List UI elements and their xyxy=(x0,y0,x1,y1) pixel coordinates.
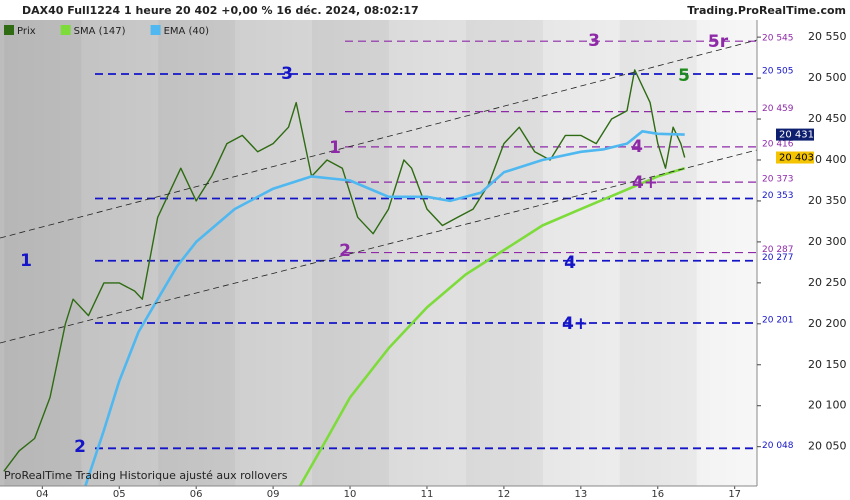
wave-label: 1 xyxy=(20,251,32,271)
x-tick-label: 12 xyxy=(498,489,511,500)
level-label: 20 545 xyxy=(762,34,794,44)
price-tag-label: 20 431 xyxy=(779,130,814,141)
overlay: 1 2 3 1 2 3 4 4+ 5r 5 4 4+ xyxy=(20,31,729,457)
source: Trading.ProRealTime.com xyxy=(687,4,846,17)
x-tick-label: 17 xyxy=(728,489,741,500)
footer: ProRealTime Trading Historique ajusté au… xyxy=(4,469,288,482)
wave-label: 3 xyxy=(588,31,600,51)
trendline xyxy=(0,39,758,239)
legend-entry: EMA (40) xyxy=(164,26,210,37)
y-tick-label: 20 450 xyxy=(808,112,847,125)
level-label: 20 505 xyxy=(762,66,794,76)
y-tick-label: 20 050 xyxy=(808,440,847,453)
y-tick-label: 20 500 xyxy=(808,71,847,84)
wave-label: 4 xyxy=(631,137,643,157)
wave-label: 5r xyxy=(708,32,729,52)
level-label: 20 048 xyxy=(762,441,794,451)
level-label: 20 201 xyxy=(762,315,794,325)
price-tag xyxy=(776,128,814,141)
wave-label: 2 xyxy=(74,437,86,457)
legend-swatch xyxy=(4,25,14,35)
legend-swatch xyxy=(60,25,71,35)
level-label: 20 277 xyxy=(762,253,794,263)
y-tick-label: 20 350 xyxy=(808,194,847,207)
plot-area xyxy=(3,0,757,487)
trendline xyxy=(0,149,758,344)
y-tick-label: 20 150 xyxy=(808,358,847,371)
wave-label: 5 xyxy=(678,66,690,86)
chart-title: DAX40 Full1224 1 heure 20 402 +0,00 % 16… xyxy=(22,4,419,17)
wave-label: 4+ xyxy=(632,173,658,193)
price-tag-label: 20 403 xyxy=(779,153,814,164)
wave-label: 4+ xyxy=(562,314,588,334)
y-tick-label: 20 200 xyxy=(808,317,847,330)
price-tag xyxy=(776,151,814,164)
legend-entry: Prix xyxy=(17,26,36,37)
day-band xyxy=(4,0,81,486)
x-tick-label: 11 xyxy=(421,489,434,500)
x-tick-label: 06 xyxy=(190,489,203,500)
wave-label: 1 xyxy=(329,138,341,158)
legend-entry: SMA (147) xyxy=(74,26,126,37)
level-label: 20 459 xyxy=(762,104,794,114)
level-label: 20 373 xyxy=(762,175,794,185)
x-tick-label: 09 xyxy=(267,489,280,500)
wave-label: 4 xyxy=(564,253,576,273)
x-tick-label: 05 xyxy=(113,489,126,500)
y-tick-label: 20 250 xyxy=(808,276,847,289)
wave-label: 3 xyxy=(281,64,293,84)
x-tick-label: 16 xyxy=(651,489,664,500)
level-label: 20 416 xyxy=(762,139,794,149)
x-tick-label: 13 xyxy=(574,489,587,500)
y-tick-label: 20 550 xyxy=(808,30,847,43)
plot-background xyxy=(0,0,757,486)
level-label: 20 353 xyxy=(762,191,794,201)
day-band xyxy=(466,0,543,486)
legend: Prix SMA (147) EMA (40) xyxy=(4,25,209,37)
level-label: 20 287 xyxy=(762,245,794,255)
y-tick-label: 20 300 xyxy=(808,235,847,248)
y-tick-label: 20 400 xyxy=(808,153,847,166)
price-line xyxy=(3,69,686,472)
wave-label: 2 xyxy=(339,241,351,261)
moving-average xyxy=(298,166,686,487)
y-axis-panel xyxy=(757,0,850,500)
x-tick-label: 04 xyxy=(36,489,49,500)
y-tick-label: 20 100 xyxy=(808,399,847,412)
x-tick-label: 10 xyxy=(344,489,357,500)
x-axis-panel xyxy=(0,486,850,500)
moving-average xyxy=(84,130,685,487)
header xyxy=(0,0,850,20)
legend-swatch xyxy=(150,25,161,35)
